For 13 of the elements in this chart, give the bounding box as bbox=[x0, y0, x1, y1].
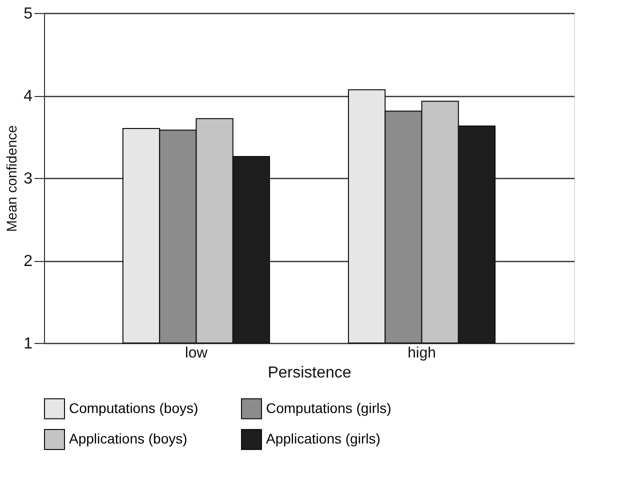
y-axis-title: Mean confidence bbox=[4, 124, 20, 232]
x-tick-label: high bbox=[408, 344, 436, 362]
legend-label: Computations (boys) bbox=[69, 400, 198, 416]
y-tick-label: 5 bbox=[24, 6, 33, 22]
y-tick-label: 1 bbox=[24, 336, 33, 352]
legend-label: Applications (boys) bbox=[69, 430, 188, 446]
y-tick-label: 4 bbox=[24, 88, 33, 105]
y-tick-label: 3 bbox=[24, 170, 33, 188]
legend-label: Computations (girls) bbox=[266, 400, 392, 416]
y-tick-label: 2 bbox=[24, 253, 33, 270]
x-tick-label: low bbox=[184, 344, 208, 362]
x-axis-title: Persistence bbox=[268, 364, 352, 382]
legend-label: Applications (girls) bbox=[266, 430, 380, 446]
